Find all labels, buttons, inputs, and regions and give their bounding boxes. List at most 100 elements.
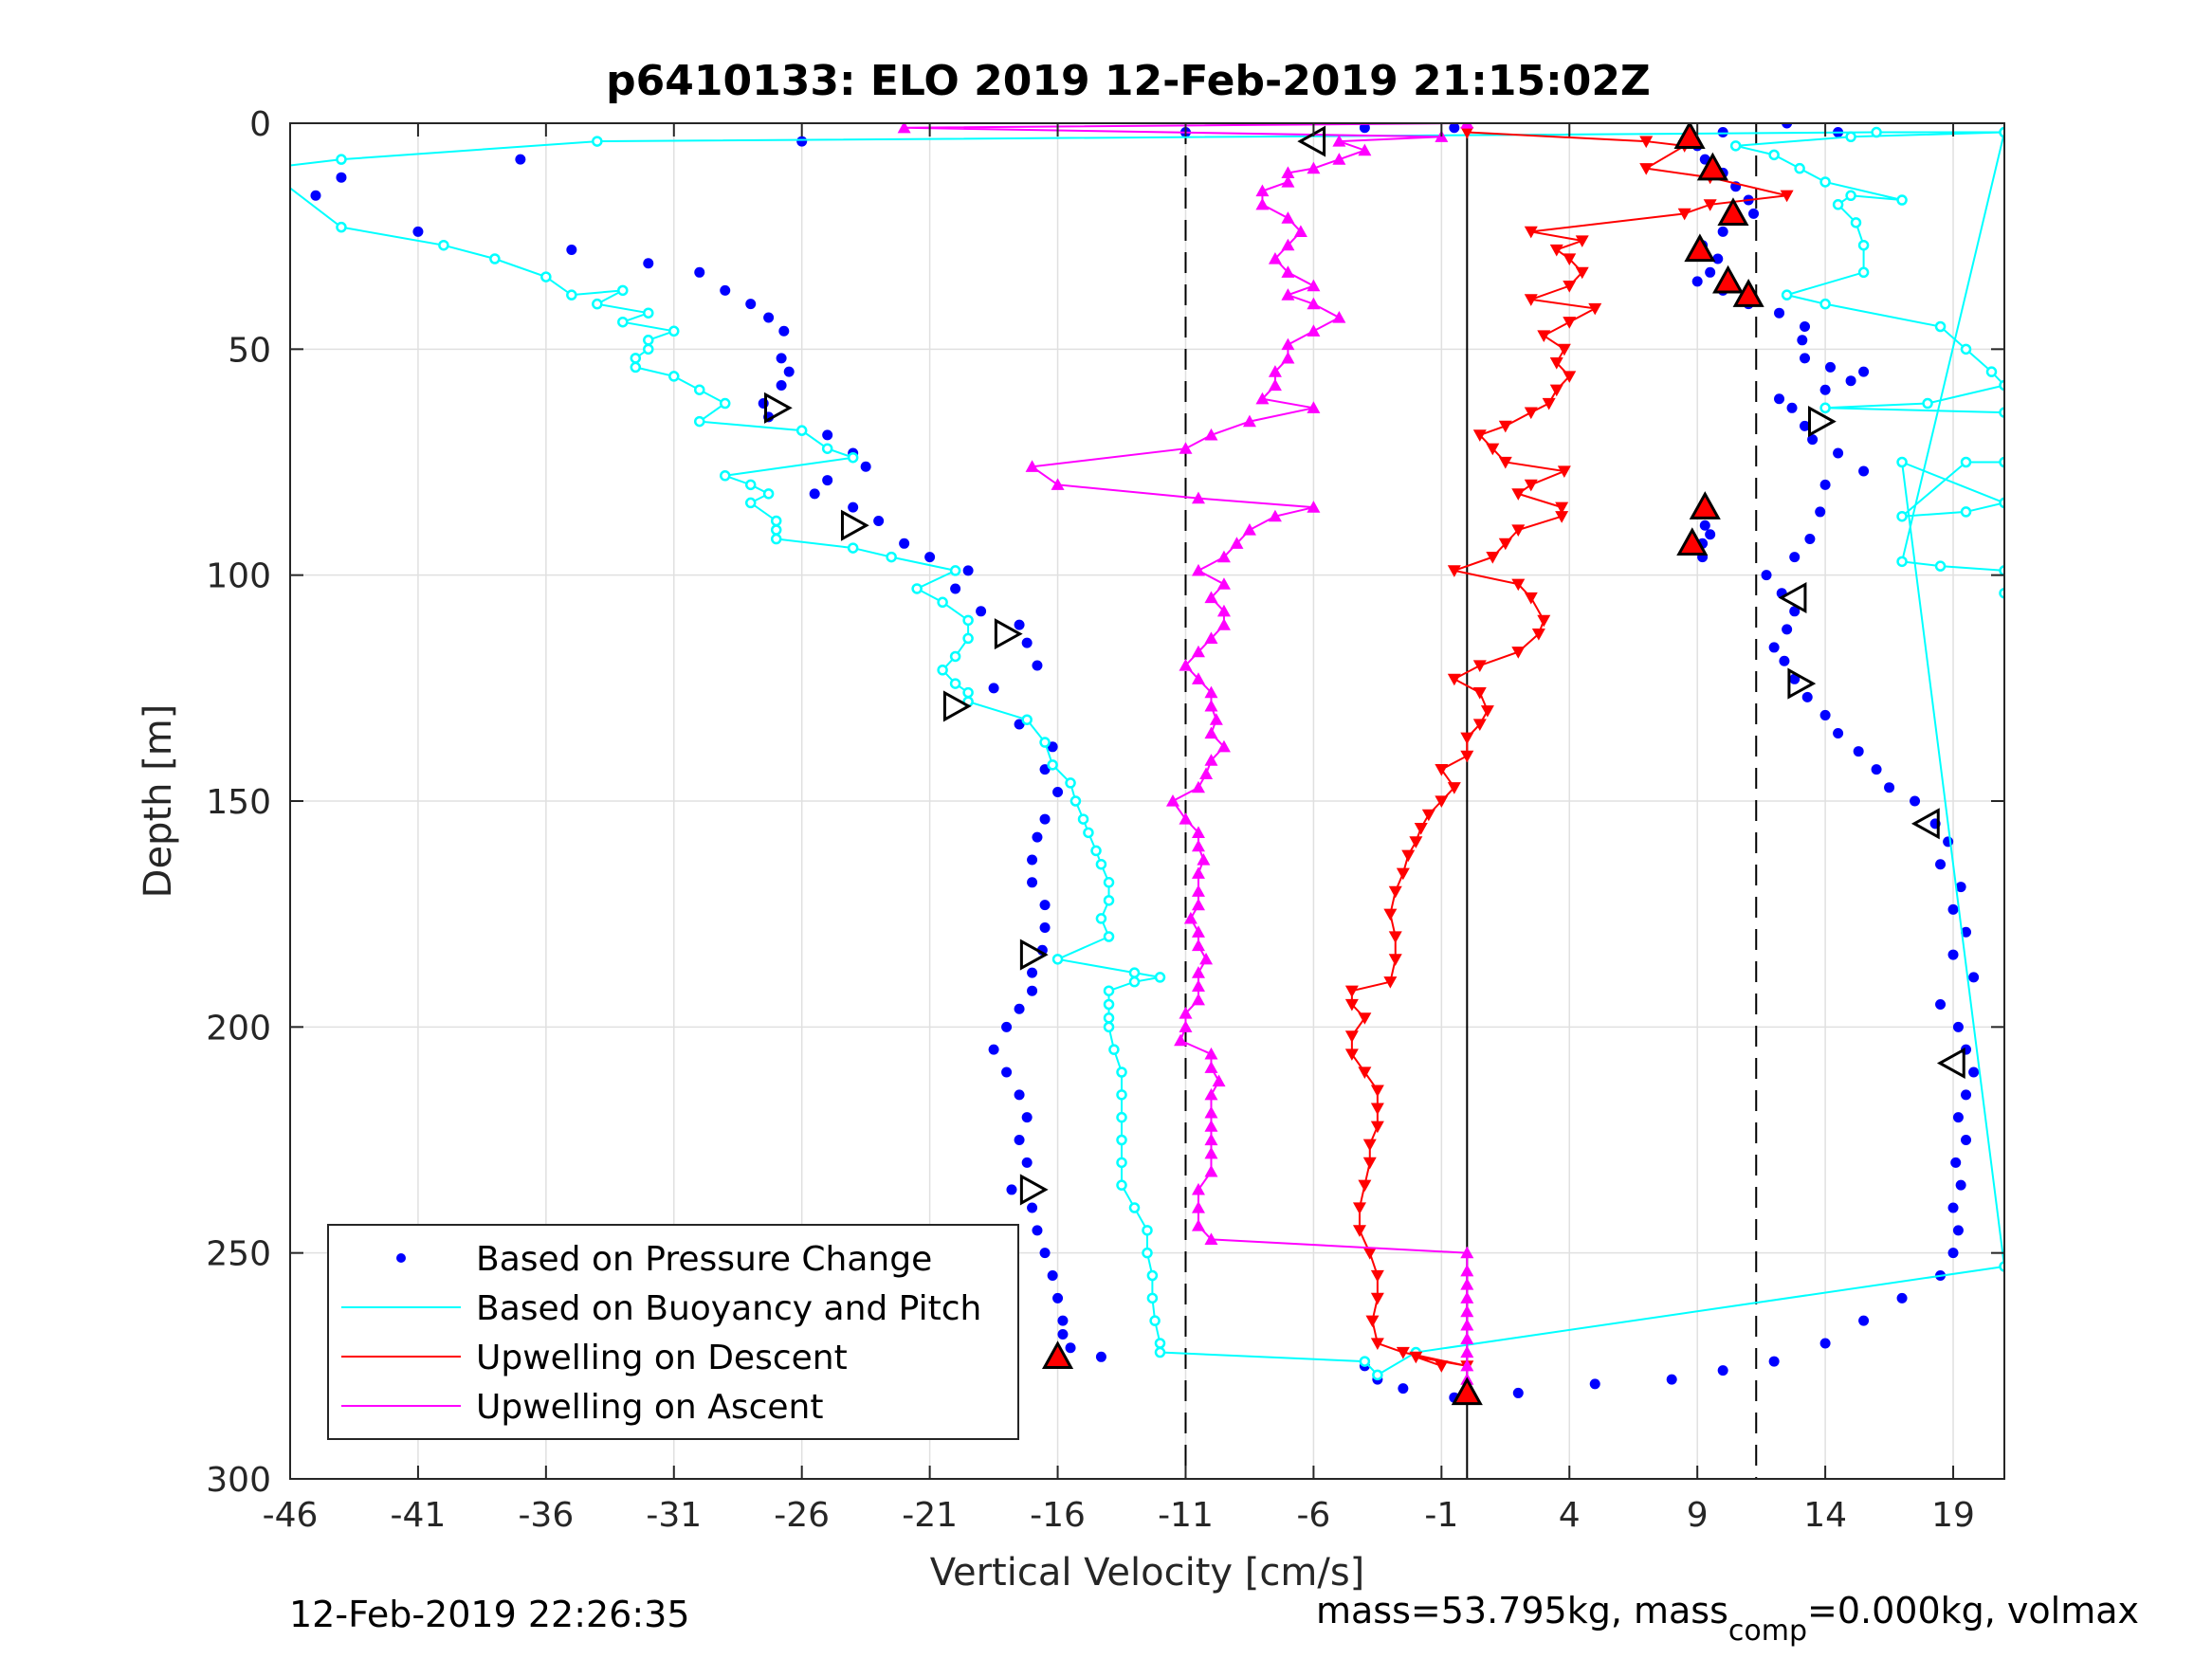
data-point xyxy=(1191,925,1205,938)
x-tick-label: -31 xyxy=(646,1496,702,1535)
x-tick-label: -16 xyxy=(1030,1496,1086,1535)
data-point xyxy=(1460,1358,1474,1372)
data-point xyxy=(1027,854,1038,866)
data-point xyxy=(1174,1033,1188,1047)
data-point xyxy=(1021,714,1033,725)
data-point xyxy=(1281,351,1295,364)
data-point xyxy=(1999,379,2004,392)
data-point xyxy=(1370,1085,1384,1098)
x-tick-label: -46 xyxy=(263,1496,319,1535)
data-point xyxy=(847,542,859,554)
data-point xyxy=(1204,1164,1218,1177)
data-point xyxy=(1281,238,1295,251)
data-point xyxy=(1684,233,1716,263)
data-point xyxy=(1960,506,1972,518)
data-point xyxy=(873,515,885,526)
data-point xyxy=(1511,524,1526,537)
data-point xyxy=(1191,491,1205,504)
data-point xyxy=(1460,1304,1474,1318)
data-point xyxy=(1199,952,1214,965)
data-point xyxy=(1365,1315,1380,1328)
data-point xyxy=(1039,900,1051,911)
data-point xyxy=(1191,884,1205,897)
data-point xyxy=(1001,1021,1013,1032)
data-point xyxy=(1789,606,1801,617)
data-point xyxy=(1778,581,1807,614)
data-point xyxy=(1358,143,1372,156)
data-point xyxy=(1768,1356,1780,1367)
data-point xyxy=(1103,895,1115,906)
data-point xyxy=(643,335,654,346)
data-point xyxy=(1146,1269,1159,1282)
data-point xyxy=(1307,324,1321,337)
data-point xyxy=(1922,397,1933,410)
y-tick-label: 150 xyxy=(206,783,271,822)
data-point xyxy=(1204,1061,1218,1073)
data-point xyxy=(1858,1315,1870,1326)
y-axis: 0 50 100 150 200 250 300 xyxy=(206,105,2004,1500)
data-point xyxy=(719,470,731,482)
y-tick-label: 50 xyxy=(228,331,271,370)
data-point xyxy=(1165,794,1179,807)
data-point xyxy=(1947,1248,1959,1259)
data-point xyxy=(796,136,808,147)
data-point xyxy=(1780,190,1794,203)
data-point xyxy=(1401,849,1416,863)
data-point xyxy=(1372,1369,1383,1381)
data-point xyxy=(758,398,769,410)
data-point xyxy=(1947,1202,1959,1213)
series-5 xyxy=(1297,125,1965,1080)
data-point xyxy=(1204,1120,1218,1132)
data-point xyxy=(1362,1139,1377,1152)
data-point xyxy=(1896,456,1908,468)
legend-label: Based on Buoyancy and Pitch xyxy=(476,1289,981,1328)
data-point xyxy=(1344,1048,1359,1061)
data-point xyxy=(1281,288,1295,301)
y-tick-label: 200 xyxy=(206,1009,271,1048)
data-point xyxy=(1845,375,1856,387)
data-point xyxy=(1359,1356,1371,1367)
data-point xyxy=(1191,826,1205,838)
data-point xyxy=(1216,739,1231,753)
data-point xyxy=(1896,194,1908,206)
data-point xyxy=(783,366,795,377)
data-point xyxy=(847,451,859,464)
data-point xyxy=(1204,1105,1218,1119)
data-point xyxy=(336,172,347,183)
data-point xyxy=(1435,1360,1449,1373)
data-point xyxy=(822,475,833,486)
data-point xyxy=(1149,1315,1161,1326)
data-point xyxy=(1447,673,1461,686)
data-point xyxy=(1934,560,1947,572)
data-point xyxy=(1845,190,1856,202)
data-point xyxy=(1800,321,1811,332)
data-point xyxy=(1524,294,1538,306)
data-point xyxy=(1524,407,1538,420)
data-point xyxy=(1362,1157,1377,1170)
data-point xyxy=(1204,428,1218,441)
data-point xyxy=(1142,1247,1153,1259)
data-point xyxy=(1703,199,1717,211)
plot-area xyxy=(290,123,2004,1479)
data-point xyxy=(1871,764,1882,775)
data-point xyxy=(1676,527,1709,556)
data-point xyxy=(848,501,859,513)
data-point xyxy=(1281,166,1295,179)
data-point xyxy=(1950,1157,1962,1168)
data-point xyxy=(1116,1089,1127,1101)
data-point xyxy=(1858,366,1870,377)
data-point xyxy=(438,239,449,251)
data-point xyxy=(1025,460,1039,472)
data-point xyxy=(1815,506,1826,518)
data-point xyxy=(1472,660,1487,672)
data-point xyxy=(1179,442,1193,454)
data-point xyxy=(1729,140,1742,152)
data-point xyxy=(1191,966,1205,978)
data-point xyxy=(643,258,654,269)
data-point xyxy=(1183,911,1197,924)
data-point xyxy=(1042,1340,1074,1369)
data-point xyxy=(1460,1246,1474,1259)
data-point xyxy=(1027,985,1038,996)
x-tick-label: -6 xyxy=(1296,1496,1330,1535)
data-point xyxy=(1103,1021,1115,1033)
